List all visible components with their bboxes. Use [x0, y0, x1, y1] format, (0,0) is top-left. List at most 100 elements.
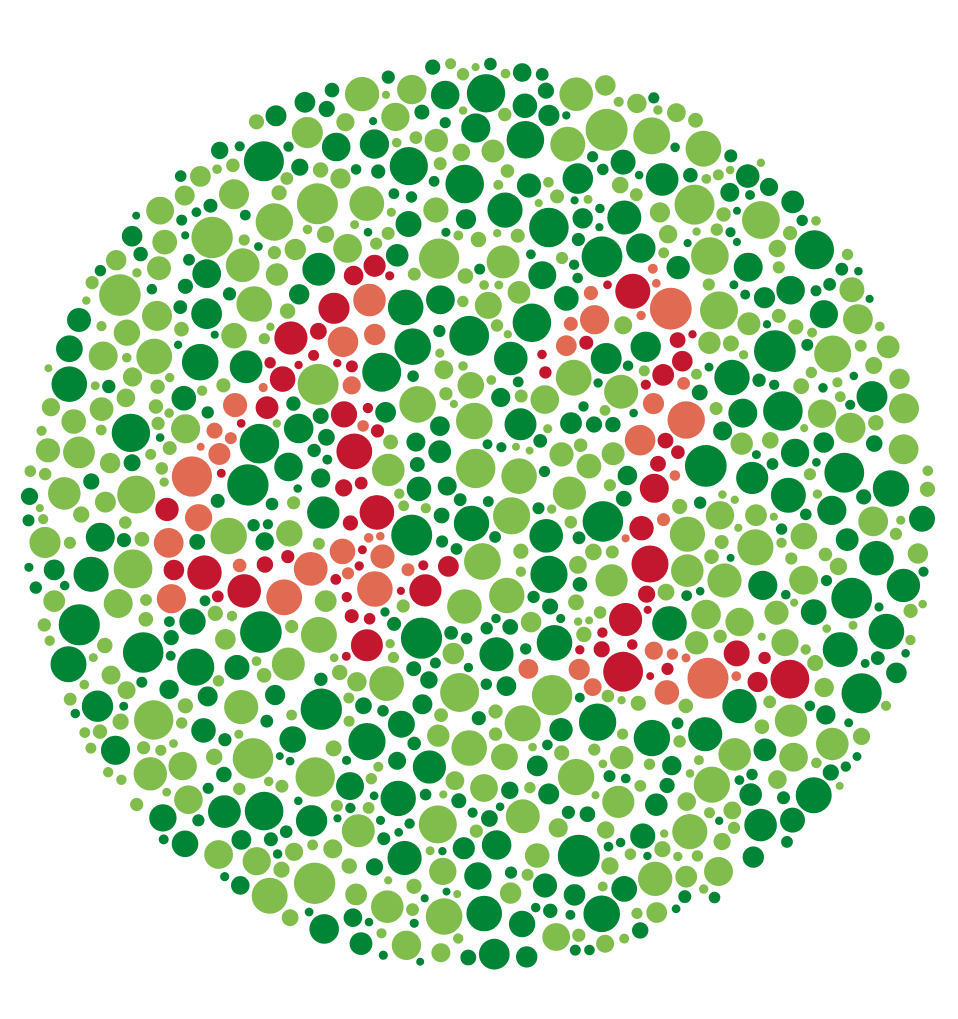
background-dot: [835, 528, 859, 551]
figure-dot: [206, 422, 223, 439]
background-dot: [683, 239, 692, 248]
background-dot: [502, 619, 519, 635]
background-dot: [344, 76, 380, 112]
background-dot: [590, 343, 622, 374]
background-dot: [757, 632, 766, 641]
background-dot: [547, 504, 557, 514]
background-dot: [414, 104, 430, 120]
background-dot: [466, 74, 506, 113]
background-dot: [449, 315, 490, 356]
background-dot: [99, 452, 121, 474]
background-dot: [307, 443, 321, 458]
background-dot: [845, 399, 856, 410]
background-dot: [453, 493, 467, 507]
background-dot: [576, 626, 592, 643]
background-dot: [568, 594, 584, 611]
background-dot: [573, 617, 583, 626]
background-dot: [265, 684, 286, 706]
background-dot: [572, 531, 586, 545]
figure-dot: [667, 401, 705, 439]
background-dot: [94, 491, 116, 513]
figure-dot: [639, 473, 669, 503]
background-dot: [140, 594, 152, 606]
background-dot: [48, 477, 81, 510]
background-dot: [447, 589, 482, 624]
background-dot: [429, 857, 457, 886]
background-dot: [865, 435, 883, 452]
background-dot: [226, 610, 238, 622]
background-dot: [208, 795, 241, 828]
background-dot: [507, 281, 531, 304]
background-dot: [381, 102, 410, 132]
background-dot: [350, 164, 362, 175]
background-dot: [533, 434, 548, 448]
figure-dot: [211, 590, 224, 603]
background-dot: [113, 549, 153, 589]
background-dot: [445, 164, 485, 204]
background-dot: [552, 476, 587, 510]
background-dot: [814, 335, 852, 373]
background-dot: [777, 791, 790, 805]
background-dot: [770, 477, 806, 513]
background-dot: [210, 493, 225, 508]
background-dot: [279, 726, 307, 753]
background-dot: [619, 933, 630, 944]
background-dot: [291, 117, 323, 149]
background-dot: [856, 489, 872, 505]
background-dot: [314, 590, 337, 612]
background-dot: [556, 613, 566, 624]
background-dot: [672, 498, 688, 515]
background-dot: [50, 646, 87, 683]
background-dot: [671, 717, 684, 730]
background-dot: [702, 278, 715, 291]
background-dot: [528, 742, 537, 752]
background-dot: [433, 507, 450, 524]
background-dot: [630, 695, 646, 711]
background-dot: [150, 379, 165, 394]
background-dot: [123, 454, 141, 472]
background-dot: [470, 774, 498, 802]
background-dot: [355, 697, 372, 715]
background-dot: [419, 238, 460, 279]
background-dot: [834, 391, 846, 403]
background-dot: [722, 688, 757, 724]
background-dot: [561, 805, 576, 819]
background-dot: [919, 481, 936, 497]
background-dot: [453, 505, 490, 542]
background-dot: [406, 432, 426, 452]
figure-dot: [308, 349, 320, 361]
background-dot: [67, 308, 91, 332]
background-dot: [79, 679, 90, 690]
background-dot: [244, 791, 284, 831]
background-dot: [658, 247, 670, 259]
background-dot: [192, 259, 222, 289]
background-dot: [843, 304, 873, 335]
background-dot: [766, 458, 779, 470]
figure-dot: [579, 335, 594, 350]
background-dot: [212, 164, 222, 174]
background-dot: [133, 246, 148, 262]
background-dot: [322, 454, 333, 465]
background-dot: [510, 228, 525, 243]
background-dot: [204, 840, 234, 869]
figure-dot: [236, 419, 246, 428]
background-dot: [595, 75, 616, 96]
background-dot: [134, 700, 174, 740]
background-dot: [212, 675, 225, 687]
background-dot: [524, 843, 550, 868]
background-dot: [168, 751, 197, 781]
background-dot: [542, 598, 559, 615]
background-dot: [610, 745, 634, 770]
background-dot: [480, 622, 493, 635]
background-dot: [380, 607, 390, 617]
background-dot: [597, 163, 609, 176]
background-dot: [263, 832, 278, 847]
background-dot: [657, 583, 675, 601]
figure-dot: [770, 659, 810, 699]
background-dot: [698, 331, 721, 354]
background-dot: [233, 782, 246, 796]
background-dot: [453, 933, 464, 944]
background-dot: [781, 589, 791, 600]
background-dot: [191, 298, 223, 330]
background-dot: [776, 537, 787, 548]
